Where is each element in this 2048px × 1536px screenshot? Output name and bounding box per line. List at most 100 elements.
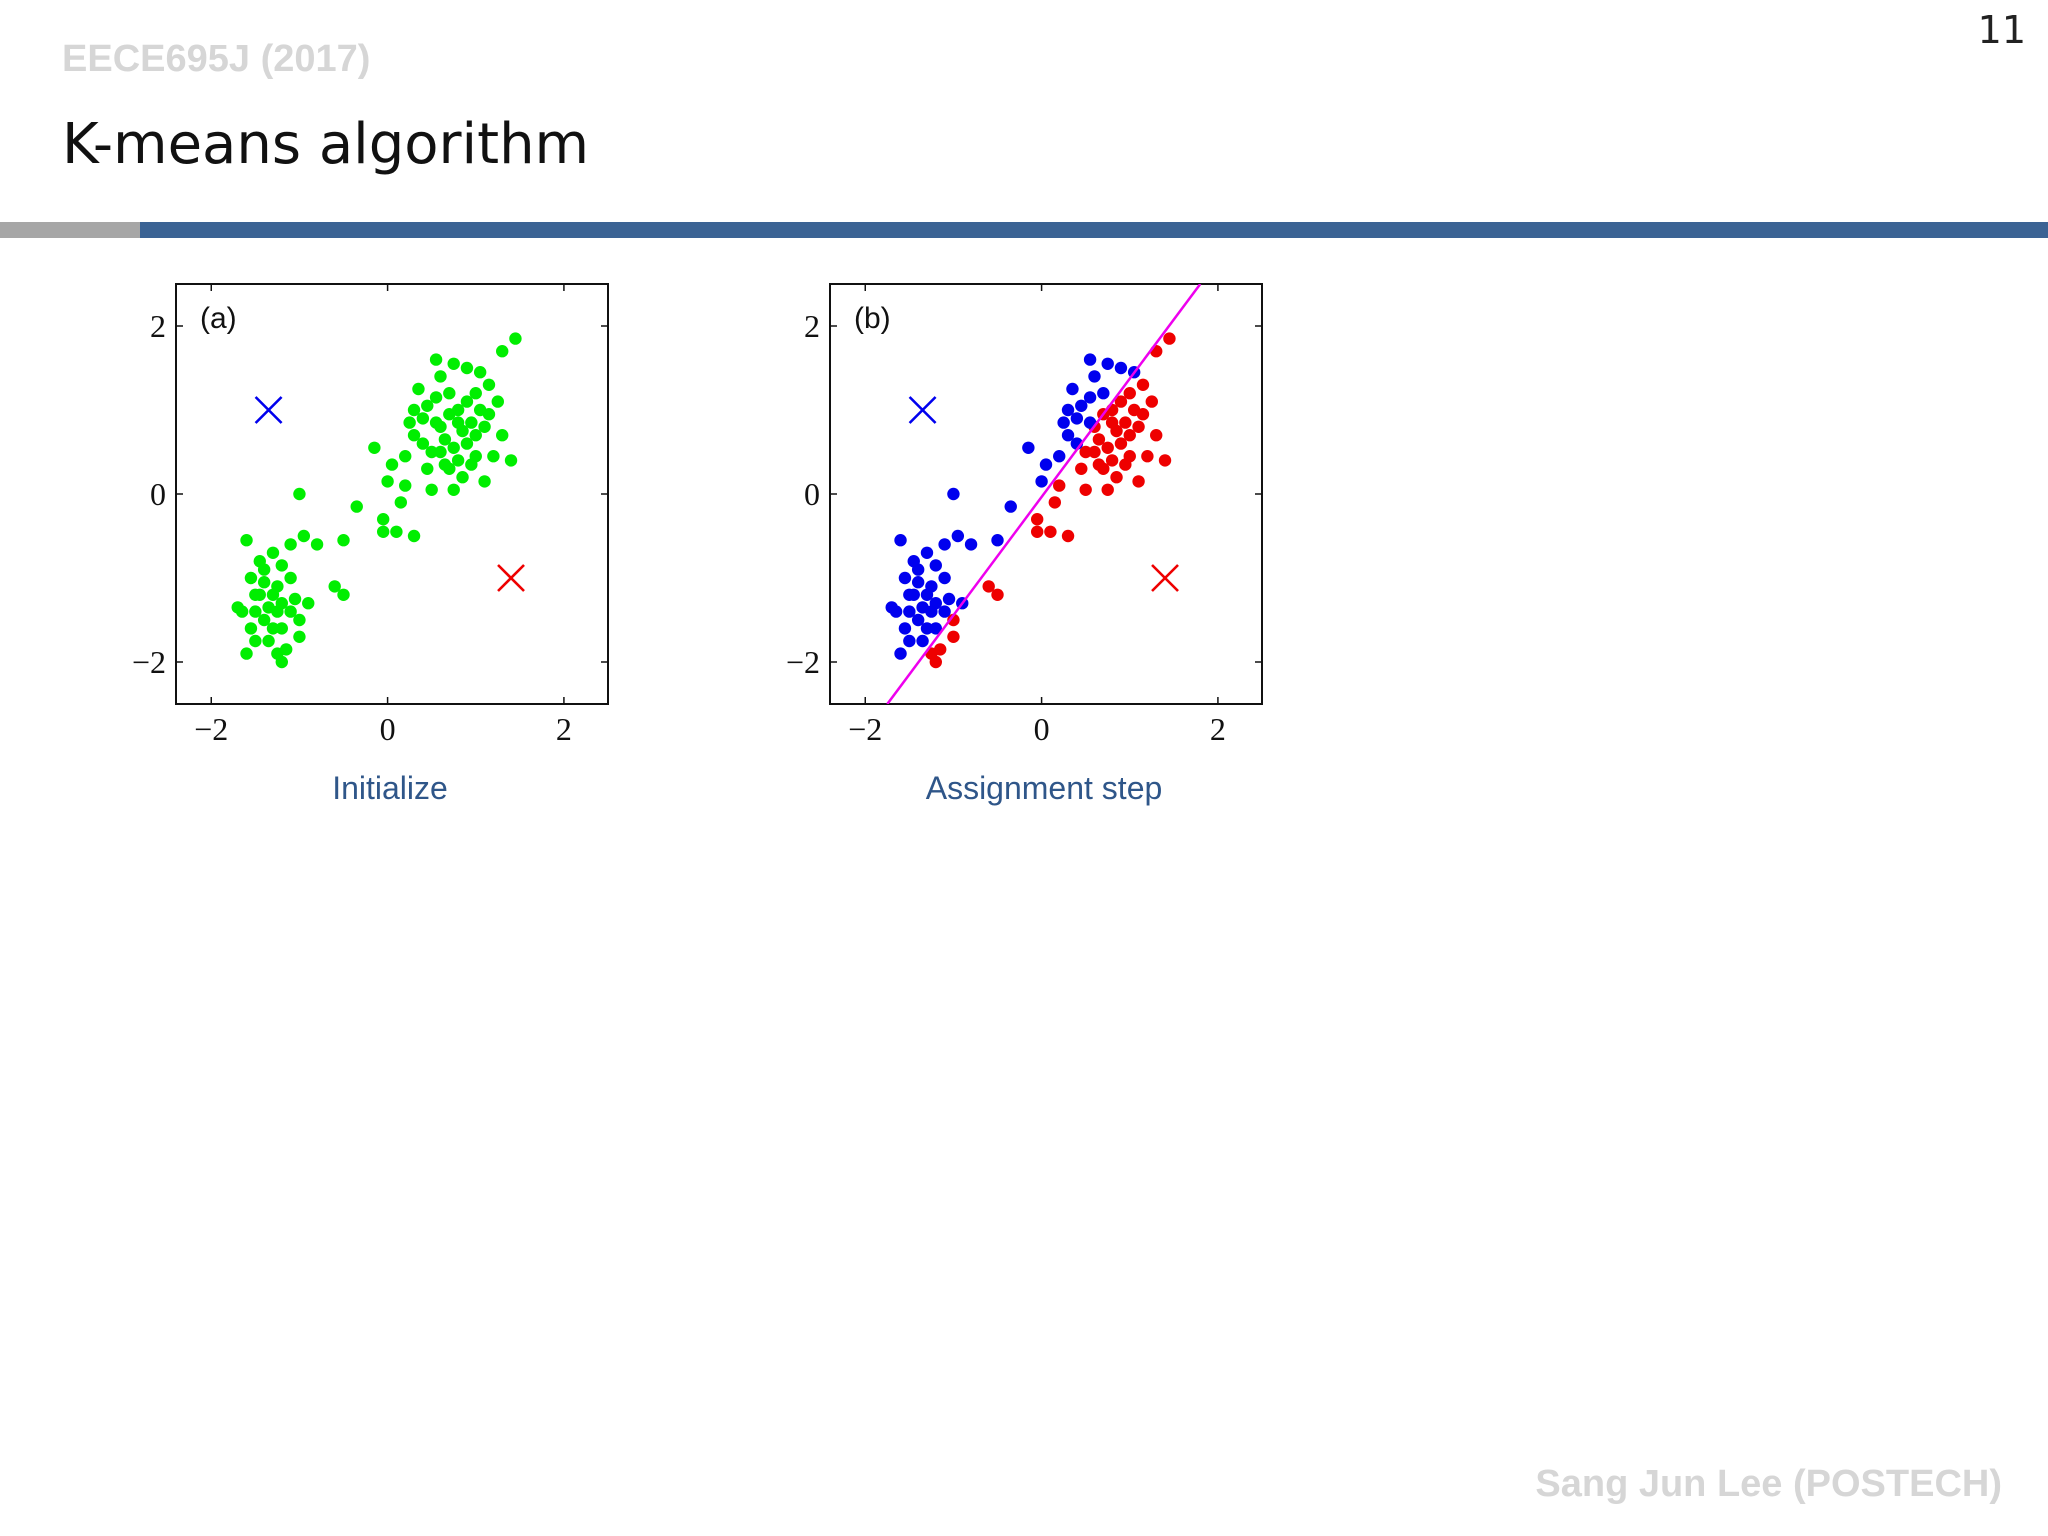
data-point [266, 588, 280, 601]
data-point [434, 445, 447, 459]
data-point [1141, 450, 1154, 463]
data-point [302, 597, 315, 610]
x-tick-label: −2 [194, 711, 228, 747]
data-point [496, 345, 509, 358]
data-point [482, 378, 496, 391]
title-rule-blue [140, 222, 2048, 238]
data-point [920, 622, 934, 635]
data-point [1132, 475, 1145, 488]
data-point [1123, 429, 1136, 442]
data-point [1070, 412, 1084, 425]
data-point [240, 534, 253, 547]
data-point [920, 588, 934, 601]
data-point [1163, 332, 1176, 345]
data-point [903, 605, 916, 618]
data-point [1092, 433, 1106, 446]
data-point [1150, 429, 1163, 442]
data-point [399, 479, 412, 492]
data-point [1088, 445, 1101, 459]
data-point [249, 605, 262, 618]
caption-assignment-step: Assignment step [925, 770, 1163, 806]
data-point [293, 630, 306, 643]
data-point [412, 382, 425, 396]
centroid-1-marker [254, 396, 283, 424]
x-tick-label: 0 [380, 711, 396, 747]
data-point [929, 559, 942, 572]
x-tick-label: −2 [848, 711, 882, 747]
panel-label: (b) [854, 302, 891, 335]
data-point [478, 420, 491, 433]
data-point [916, 601, 929, 614]
centroid-stroke [497, 564, 525, 592]
data-point [1145, 395, 1158, 408]
data-point [275, 622, 288, 635]
data-point [491, 395, 504, 408]
centroid-2-marker [497, 564, 525, 592]
data-point [416, 412, 430, 425]
data-point [964, 538, 978, 551]
title-rule-gray [0, 222, 140, 238]
data-point [403, 416, 416, 429]
data-point [284, 571, 297, 585]
data-point [911, 613, 925, 627]
data-point [460, 361, 474, 375]
data-point [425, 445, 438, 459]
data-point [368, 441, 381, 454]
data-point [885, 601, 898, 614]
data-point [293, 487, 306, 501]
data-point [288, 592, 302, 606]
y-tick-label: 0 [804, 476, 820, 512]
decision-boundary-line [886, 284, 1202, 704]
data-point [1123, 387, 1136, 400]
data-point [350, 500, 363, 513]
data-point [1150, 345, 1163, 358]
data-point [1079, 445, 1092, 459]
chart-a-svg: −2 0 2 −2 0 2 (a) [132, 283, 609, 747]
x-tick-label: 2 [1210, 711, 1226, 747]
data-point [1101, 483, 1114, 496]
data-point [504, 454, 518, 467]
data-point [447, 441, 460, 454]
data-point [425, 483, 438, 496]
data-point [465, 416, 478, 429]
data-point [1061, 429, 1075, 442]
data-point [284, 605, 297, 618]
data-point [1022, 441, 1035, 454]
data-point [1083, 353, 1097, 366]
data-point [942, 592, 956, 606]
data-point [916, 634, 929, 648]
data-point [903, 588, 916, 601]
data-point [1114, 361, 1128, 375]
data-point [456, 471, 469, 484]
data-point [1079, 483, 1092, 496]
data-point [266, 546, 280, 559]
data-point [1136, 408, 1150, 421]
data-point [434, 370, 447, 383]
data-point [1158, 454, 1172, 467]
caption-initialize: Initialize [332, 770, 448, 806]
data-point [407, 529, 421, 543]
centroid-stroke [1151, 564, 1179, 592]
data-point [257, 613, 271, 627]
page-number: 11 [1977, 8, 2026, 52]
data-point [421, 462, 434, 475]
data-point [337, 588, 350, 601]
data-point [438, 458, 452, 471]
data-point [1105, 454, 1119, 467]
centroid-stroke [908, 396, 937, 424]
centroid-1-marker [908, 396, 937, 424]
data-point [898, 622, 912, 635]
data-point [1053, 479, 1066, 492]
data-point [469, 387, 482, 400]
data-point [1035, 475, 1048, 488]
data-point [1044, 525, 1057, 538]
data-point [1075, 399, 1088, 412]
data-point [496, 429, 509, 442]
data-point [465, 458, 478, 471]
data-point [894, 647, 907, 660]
data-point [447, 483, 460, 496]
course-label: EECE695J (2017) [62, 38, 371, 80]
data-point [947, 630, 960, 643]
data-point [407, 429, 421, 442]
plot-frame [829, 283, 1263, 705]
